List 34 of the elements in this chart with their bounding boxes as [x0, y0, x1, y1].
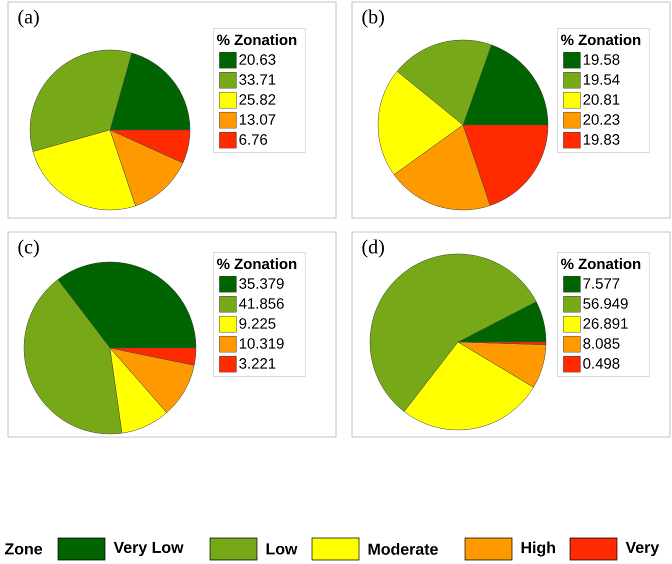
category-label: Very — [626, 542, 660, 556]
category-label: Very Low — [114, 542, 184, 556]
legend-label: 41.856 — [239, 298, 284, 309]
legend-title: % Zonation — [217, 258, 296, 270]
chart-title: (c) — [18, 240, 39, 258]
chart-title: (b) — [362, 10, 384, 28]
legend-label: 3.221 — [239, 358, 276, 369]
legend-label: 20.63 — [239, 54, 276, 65]
category-label: Low — [266, 543, 298, 555]
category-label: High — [522, 542, 555, 556]
legend-label: 6.76 — [239, 134, 268, 145]
legend-label: 10.319 — [240, 338, 284, 349]
chart-title: (d) — [362, 240, 384, 258]
legend-label: 13.07 — [240, 114, 276, 125]
legend-label: 19.54 — [584, 74, 620, 85]
legend-label: 56.949 — [583, 298, 628, 309]
legend-label: 20.81 — [583, 94, 620, 105]
legend-label: 9.225 — [239, 318, 276, 329]
legend-label: 19.83 — [584, 134, 620, 145]
legend-label: 20.23 — [583, 114, 620, 125]
legend-label: 33.71 — [239, 74, 276, 85]
legend-label: 35.379 — [239, 278, 284, 289]
legend-label: 0.498 — [583, 358, 620, 369]
category-label: Moderate — [368, 543, 438, 555]
legend-title: % Zonation — [217, 34, 296, 46]
legend-label: 7.577 — [583, 278, 620, 289]
legend-title: % Zonation — [561, 258, 640, 270]
legend-label: 8.085 — [583, 338, 620, 349]
legend-label: 25.82 — [239, 94, 276, 105]
chart-title: (a) — [18, 10, 39, 28]
legend-label: 26.891 — [583, 318, 628, 329]
legend-title: % Zonation — [561, 34, 640, 46]
legend-label: 19.58 — [584, 54, 620, 65]
text: Zone — [4, 543, 42, 555]
